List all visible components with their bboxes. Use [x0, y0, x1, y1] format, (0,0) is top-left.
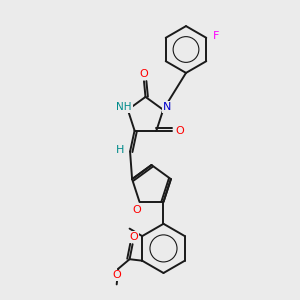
Text: H: H [116, 145, 125, 155]
Text: O: O [140, 69, 148, 79]
Text: O: O [112, 270, 121, 280]
Text: O: O [133, 205, 142, 215]
Text: F: F [213, 31, 219, 41]
Text: N: N [163, 102, 171, 112]
Text: O: O [130, 232, 139, 242]
Text: O: O [175, 125, 184, 136]
Text: NH: NH [116, 102, 132, 112]
